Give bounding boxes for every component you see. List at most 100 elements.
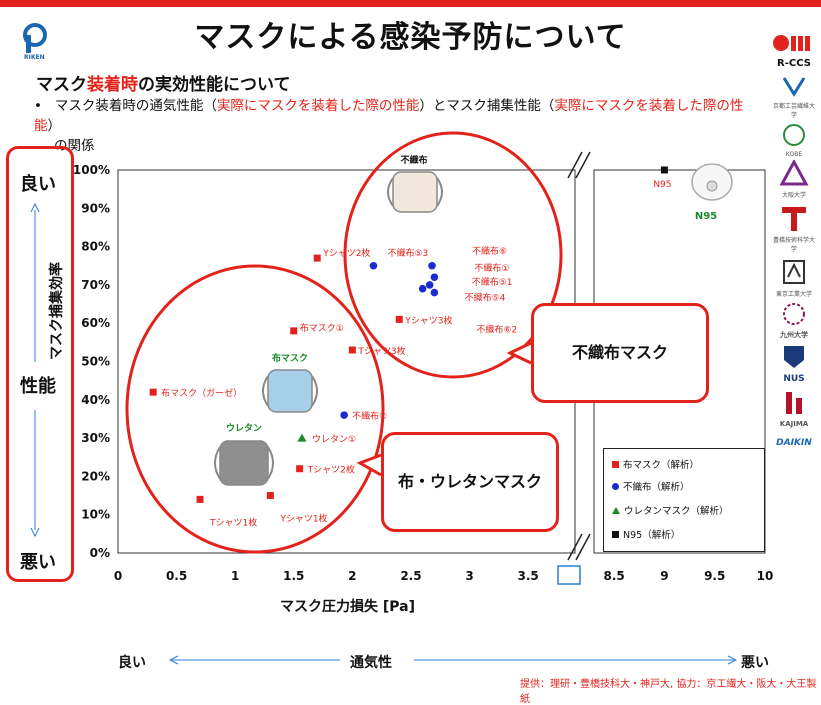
- axis-break-box: [557, 565, 581, 585]
- data-point-circle: [340, 411, 348, 419]
- toyohashi-logo-icon: [782, 207, 806, 231]
- partner-logos: R-CCS 京都工芸繊維大学 KOBE 大阪大学 豊橋技術科学大学 東京工業大学…: [772, 32, 816, 448]
- data-point-label: Tシャツ3枚: [357, 345, 405, 357]
- x-tick-label: 1: [231, 569, 239, 583]
- legend-label: 不織布（解析）: [623, 482, 690, 493]
- x-tick-label: 3: [465, 569, 473, 583]
- x-tick-label: 0: [114, 569, 122, 583]
- data-point-circle: [430, 273, 439, 282]
- breathability-arrow-icon: [168, 655, 738, 665]
- n95-mask-valve: [706, 180, 718, 192]
- nonwoven-mask-illustration-ear: [436, 177, 443, 207]
- legend-item: 布マスク（解析）: [612, 457, 699, 471]
- y-tick-label: 10%: [81, 508, 110, 522]
- credit-text: 提供：理研・豊橋技科大・神戸大, 協力：京工繊大・阪大・大王製紙: [520, 679, 817, 705]
- data-point-label: N95: [653, 180, 671, 190]
- data-point-circle: [418, 284, 427, 293]
- data-point-label: ウレタン①: [312, 434, 356, 445]
- cloth-mask-illustration-ear: [262, 375, 269, 407]
- kajima-logo-icon: [786, 392, 802, 414]
- data-point-square: [296, 465, 304, 473]
- riken-logo-text: RIKEN: [24, 54, 45, 61]
- nonwoven-mask-illustration-label: 不織布: [400, 154, 427, 166]
- callout-nonwoven: 不織布マスク: [531, 303, 709, 403]
- cloth-mask-illustration-body: [267, 369, 313, 413]
- y-tick-label: 60%: [81, 316, 110, 330]
- n95-mask-label: N95: [695, 211, 717, 222]
- axis-break-mark: [567, 151, 583, 179]
- top-accent-bar: [0, 0, 821, 7]
- performance-arrow-icon: [30, 202, 40, 538]
- urethane-mask-illustration-ear: [267, 446, 274, 480]
- y-tick-label: 30%: [81, 431, 110, 445]
- breathability-good-label: 良い: [118, 655, 146, 671]
- data-point-square: [290, 327, 298, 335]
- y-tick-label: 0%: [90, 546, 110, 560]
- cloth-region-ellipse: [125, 264, 385, 554]
- data-point-square: [266, 492, 274, 500]
- bullet-emphasis: 実際にマスクを装着した際の性能: [34, 98, 744, 134]
- legend-label: 布マスク（解析）: [623, 460, 700, 471]
- osaka-logo-icon: [779, 158, 809, 186]
- data-point-label: 不織布②: [352, 410, 387, 422]
- urethane-mask-illustration: ウレタン: [214, 422, 274, 486]
- chart-legend: 布マスク（解析） 不織布（解析） ウレタンマスク（解析） N95（解析）: [603, 448, 765, 552]
- data-point-label: 布マスク（ガーゼ）: [161, 387, 242, 399]
- kobe-logo-icon: [783, 124, 805, 146]
- kobe-logo-text: KOBE: [785, 151, 803, 158]
- data-point-label: Yシャツ2枚: [322, 247, 370, 259]
- y-tick-label: 50%: [81, 355, 110, 369]
- data-point-square: [348, 346, 356, 354]
- bullet-mark: •: [34, 98, 42, 114]
- y-tick-label: 20%: [81, 469, 110, 483]
- nus-logo-text: NUS: [783, 374, 805, 384]
- legend-square-icon: [612, 460, 619, 468]
- performance-scale-box: [6, 146, 74, 582]
- cloth-mask-illustration-ear: [311, 375, 318, 407]
- y-tick-label: 100%: [73, 163, 110, 177]
- legend-circle-icon: [612, 482, 619, 490]
- kit-logo-text: 京都工芸繊維大学: [772, 103, 815, 119]
- cloth-mask-illustration: 布マスク: [262, 352, 318, 413]
- data-point-label: 不織布①: [474, 262, 509, 274]
- legend-triangle-icon: [612, 506, 620, 514]
- data-point-square: [313, 254, 321, 262]
- x-tick-label: 10: [757, 569, 774, 583]
- data-point-circle: [430, 288, 439, 297]
- urethane-mask-illustration-body: [219, 440, 269, 486]
- subtitle-part: の実効性能について: [138, 75, 291, 95]
- data-point-square: [149, 388, 157, 396]
- callout-tail: [506, 341, 532, 365]
- data-point-label: Yシャツ3枚: [404, 314, 452, 326]
- data-point-circle: [428, 261, 436, 270]
- legend-item: 不織布（解析）: [612, 479, 690, 493]
- x-tick-label: 9.5: [704, 569, 725, 583]
- data-point-label: 不織布⑤4: [465, 292, 506, 304]
- x-tick-label: 0.5: [166, 569, 187, 583]
- page-title: マスクによる感染予防について: [194, 20, 627, 55]
- data-point-label: Tシャツ1枚: [209, 516, 257, 528]
- data-point-square: [395, 315, 403, 323]
- data-point-label: 布マスク①: [300, 322, 344, 334]
- kyushu-logo-icon: [783, 303, 805, 325]
- axis-break-mark: [575, 533, 591, 561]
- bullet-part: ）とマスク捕集性能（: [419, 98, 555, 114]
- axis-break-mark: [567, 533, 583, 561]
- rccs-logo-icon: [773, 35, 810, 51]
- y-tick-label: 70%: [81, 278, 110, 292]
- y-tick-label: 90%: [81, 201, 110, 215]
- riken-logo-icon: [23, 23, 47, 53]
- n95-mask-illustration: N95: [691, 163, 733, 222]
- performance-good-label: 良い: [20, 174, 56, 195]
- data-point-label: Yシャツ1枚: [279, 513, 327, 525]
- bullet-part: マスク装着時の通気性能（: [54, 98, 217, 114]
- legend-label: N95（解析）: [623, 530, 681, 541]
- performance-middle-label: 性能: [20, 376, 56, 397]
- data-point-label: 不織布⑥2: [476, 324, 517, 336]
- y-tick-label: 40%: [81, 393, 110, 407]
- tokyo-tech-logo-icon: [783, 260, 805, 284]
- rccs-logo-text: R-CCS: [777, 58, 811, 69]
- x-tick-label: 2.5: [400, 569, 421, 583]
- axis-break-mark: [575, 151, 591, 179]
